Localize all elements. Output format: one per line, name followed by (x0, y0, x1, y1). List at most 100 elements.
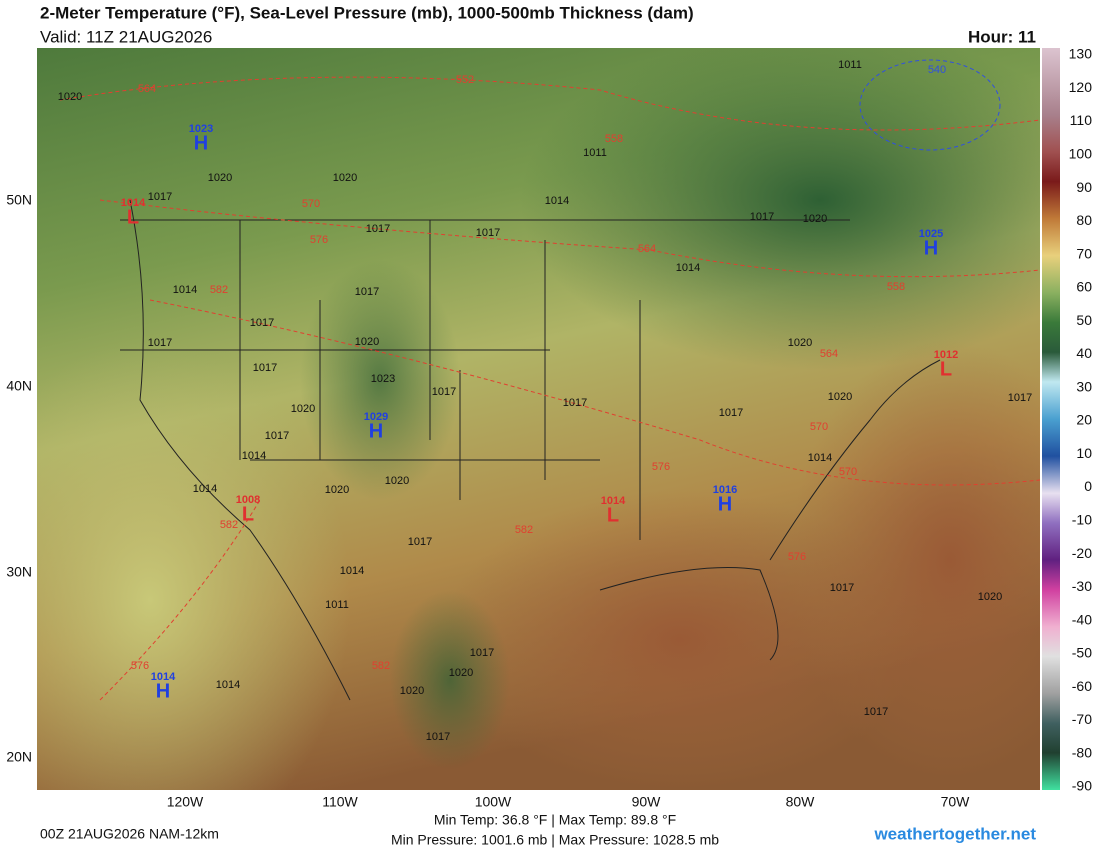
isobar-label: 1023 (371, 373, 395, 385)
isobar-label: 1017 (864, 706, 888, 718)
isobar-label: 1020 (978, 591, 1002, 603)
isobar-label: 1017 (426, 731, 450, 743)
thickness-label: 582 (372, 660, 390, 672)
isobar-label: 1011 (583, 147, 607, 159)
colorbar-tick: 110 (1070, 112, 1093, 128)
isobar-label: 1017 (366, 223, 390, 235)
isobar-label: 1020 (449, 667, 473, 679)
forecast-hour: Hour: 11 (968, 27, 1036, 46)
colorbar-tick: 100 (1069, 146, 1093, 162)
colorbar-tick: 90 (1076, 179, 1092, 195)
lat-label: 50N (6, 192, 32, 208)
colorbar-tick: 40 (1076, 345, 1092, 361)
colorbar-tick: -50 (1072, 645, 1092, 661)
isobar-label: 1020 (325, 484, 349, 496)
low-value: 1012 (934, 349, 958, 361)
high-letter: H (369, 420, 383, 442)
low-letter: L (242, 503, 254, 525)
lat-label: 40N (6, 378, 32, 394)
colorbar-tick: 70 (1076, 245, 1092, 261)
isobar-label: 1017 (148, 191, 172, 203)
thickness-label: 570 (302, 198, 320, 210)
lon-label: 110W (322, 794, 358, 810)
isobar-label: 1017 (408, 536, 432, 548)
colorbar-tick: -90 (1072, 778, 1092, 794)
high-value: 1016 (713, 484, 737, 496)
colorbar-tick: 10 (1076, 445, 1092, 461)
colorbar-tick: -20 (1072, 545, 1092, 561)
isobar-label: 1011 (325, 599, 349, 611)
thickness-label: 582 (220, 519, 238, 531)
thickness-label: 576 (131, 660, 149, 672)
isobar-label: 1020 (208, 172, 232, 184)
pressure-stats: Min Pressure: 1001.6 mb | Max Pressure: … (391, 832, 719, 848)
high-value: 1023 (189, 123, 213, 135)
isobar-label: 1011 (838, 59, 862, 71)
high-value: 1014 (151, 671, 176, 683)
thickness-label: 576 (652, 461, 670, 473)
isobar-label: 1014 (216, 679, 240, 691)
low-letter: L (940, 358, 952, 380)
isobar-label: 1017 (719, 407, 743, 419)
temp-stats: Min Temp: 36.8 °F | Max Temp: 89.8 °F (434, 812, 676, 828)
thickness-label: 552 (456, 74, 474, 86)
lon-label: 120W (167, 794, 204, 810)
isobar-label: 1017 (476, 227, 500, 239)
colorbar (1042, 48, 1060, 790)
colorbar-tick: -10 (1072, 512, 1092, 528)
isobar-label: 1017 (265, 430, 289, 442)
isobar-label: 1014 (173, 284, 197, 296)
thickness-label: 558 (887, 281, 905, 293)
lon-label: 100W (475, 794, 512, 810)
isobar-label: 1017 (830, 582, 854, 594)
colorbar-tick: 0 (1084, 478, 1092, 494)
low-letter: L (607, 504, 619, 526)
thickness-label: 576 (788, 551, 806, 563)
site-name: weathertogether.net (873, 824, 1036, 843)
low-value: 1014 (121, 197, 146, 209)
high-letter: H (156, 680, 170, 702)
isobar-label: 1014 (340, 565, 364, 577)
isobar-label: 1020 (788, 337, 812, 349)
high-letter: H (924, 237, 938, 259)
colorbar-tick: -30 (1072, 578, 1092, 594)
colorbar-tick: -80 (1072, 744, 1092, 760)
colorbar-tick: 120 (1069, 79, 1093, 95)
valid-time: Valid: 11Z 21AUG2026 (40, 27, 212, 46)
isobar-label: 1017 (148, 337, 172, 349)
isobar-label: 1014 (242, 450, 266, 462)
isobar-label: 1014 (676, 262, 700, 274)
isobar-label: 1017 (253, 362, 277, 374)
thickness-label: 576 (310, 234, 328, 246)
isobar-label: 1020 (828, 391, 852, 403)
thickness-label: 564 (138, 83, 156, 95)
lon-label: 90W (632, 794, 662, 810)
isobar-label: 1020 (355, 336, 379, 348)
thickness-label: 558 (605, 133, 623, 145)
isobar-label: 1017 (563, 397, 587, 409)
low-value: 1008 (236, 494, 260, 506)
model-run: 00Z 21AUG2026 NAM-12km (40, 826, 219, 842)
high-value: 1029 (364, 411, 388, 423)
title: 2-Meter Temperature (°F), Sea-Level Pres… (40, 3, 694, 22)
isobar-label: 1017 (1008, 392, 1032, 404)
isobar-label: 1014 (545, 195, 569, 207)
isobar-label: 1014 (808, 452, 832, 464)
colorbar-tick: 50 (1076, 312, 1092, 328)
isobar-label: 1020 (803, 213, 827, 225)
colorbar-tick: -70 (1072, 711, 1092, 727)
isobar-label: 1017 (250, 317, 274, 329)
colorbar-tick: 80 (1076, 212, 1092, 228)
colorbar-tick: 60 (1076, 279, 1092, 295)
isobar-label: 1017 (470, 647, 494, 659)
thickness-label: 570 (839, 466, 857, 478)
lon-label: 70W (941, 794, 971, 810)
thickness-label: 540 (928, 64, 946, 76)
low-letter: L (127, 206, 139, 228)
high-letter: H (194, 132, 208, 154)
isobar-label: 1020 (291, 403, 315, 415)
lat-label: 30N (6, 564, 32, 580)
thickness-label: 564 (820, 348, 838, 360)
colorbar-tick: 30 (1076, 378, 1092, 394)
